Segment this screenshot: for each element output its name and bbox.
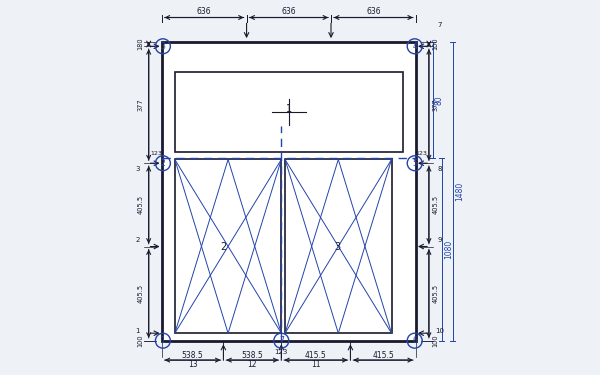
Bar — [285, 159, 392, 333]
Text: 1480: 1480 — [455, 182, 464, 201]
Text: 415.5: 415.5 — [372, 351, 394, 360]
Text: 1: 1 — [161, 336, 165, 345]
Text: 13: 13 — [188, 360, 197, 369]
Text: 7: 7 — [279, 336, 284, 345]
Text: 538.5: 538.5 — [182, 351, 203, 360]
Text: 636: 636 — [366, 8, 381, 16]
Text: 9: 9 — [437, 237, 442, 243]
Text: 2: 2 — [135, 237, 140, 243]
Text: 636: 636 — [197, 8, 211, 16]
Text: 123: 123 — [151, 152, 163, 156]
Text: 8: 8 — [437, 166, 442, 172]
Text: 405.5: 405.5 — [433, 195, 439, 214]
Text: 405.5: 405.5 — [137, 284, 143, 303]
Text: 12: 12 — [248, 360, 257, 369]
Text: 180: 180 — [137, 38, 143, 50]
Text: 3: 3 — [334, 242, 340, 252]
Text: 4: 4 — [412, 42, 417, 51]
Text: 3: 3 — [135, 166, 140, 172]
Text: 377: 377 — [137, 98, 143, 111]
Text: 377: 377 — [433, 98, 439, 111]
Text: 1: 1 — [135, 328, 140, 334]
Text: 123: 123 — [415, 152, 427, 156]
Text: 10: 10 — [435, 328, 444, 334]
Text: 405.5: 405.5 — [137, 195, 143, 214]
Text: 2: 2 — [161, 159, 165, 168]
Text: 100: 100 — [433, 334, 439, 347]
Text: 3: 3 — [160, 42, 166, 51]
Text: 415.5: 415.5 — [305, 351, 327, 360]
Text: 100: 100 — [433, 38, 439, 50]
Text: 6: 6 — [412, 336, 417, 345]
Text: 2: 2 — [220, 242, 227, 252]
Text: 11: 11 — [311, 360, 320, 369]
Text: 1: 1 — [286, 104, 292, 114]
Text: 80: 80 — [434, 95, 443, 105]
Text: 123: 123 — [275, 349, 288, 355]
Bar — [162, 42, 416, 340]
Text: 405.5: 405.5 — [433, 284, 439, 303]
Bar — [175, 72, 403, 152]
Text: 7: 7 — [438, 22, 442, 28]
Text: 5: 5 — [412, 159, 417, 168]
Text: 100: 100 — [137, 334, 143, 347]
Bar — [175, 159, 281, 333]
Text: 636: 636 — [281, 8, 296, 16]
Text: 1080: 1080 — [444, 240, 453, 259]
Text: 538.5: 538.5 — [241, 351, 263, 360]
